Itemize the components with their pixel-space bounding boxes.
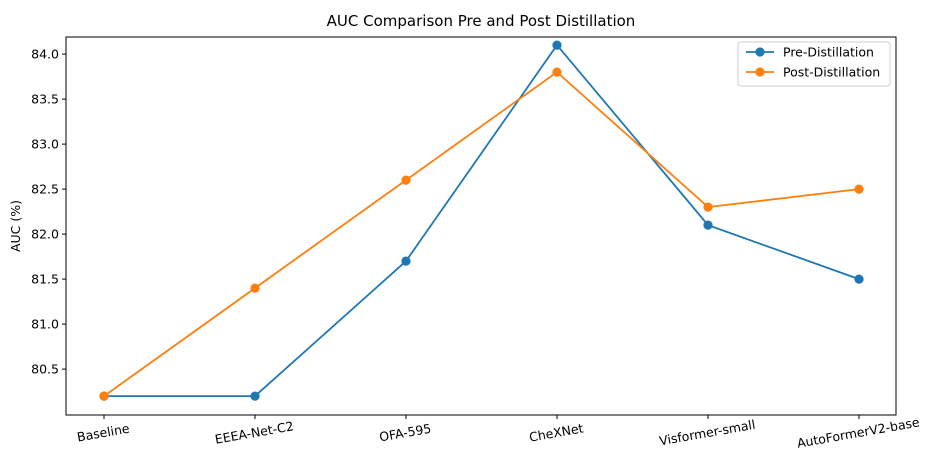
legend-marker [755,67,765,77]
y-tick-label: 81.5 [31,272,59,287]
legend-box [737,41,891,87]
legend-label: Post-Distillation [783,65,880,80]
series-line [104,43,860,398]
y-axis-label: AUC (%) [8,200,23,252]
y-tick-label: 83.0 [31,137,59,152]
y-tick-label: 83.5 [31,92,59,107]
data-point [854,184,864,194]
y-tick-label: 80.5 [31,362,59,377]
y-tick-label: 84.0 [31,47,59,62]
data-point [401,175,411,185]
data-point [250,391,260,401]
data-point [250,283,260,293]
x-tick-label: Baseline [76,421,131,445]
data-point [99,391,109,401]
x-tick-label: EEEA-Net-C2 [214,418,295,447]
x-tick-label: OFA-595 [378,421,432,445]
data-point [703,202,713,212]
data-point [552,67,562,77]
plot-area: 80.5 81.0 81.5 82.0 82.5 83.0 83.5 84.0 Baseline… [31,40,921,451]
y-tick-label: 82.0 [31,227,59,242]
x-tick-label: AutoFormerV2-base [796,414,921,450]
data-point [552,40,562,50]
legend-label: Pre-Distillation [783,45,874,60]
y-tick-label: 82.5 [31,182,59,197]
plot-frame [65,36,897,416]
data-point [854,274,864,284]
data-point [401,256,411,266]
legend: Pre-Distillation Post-Distillation [737,41,891,87]
x-tick-label: Visformer-small [658,417,756,449]
y-tick-label: 81.0 [31,317,59,332]
x-tick-label: CheXNet [528,420,585,444]
legend-marker [755,47,765,57]
chart-title: AUC Comparison Pre and Post Distillation [327,12,636,30]
series-line [103,70,860,397]
data-point [703,220,713,230]
